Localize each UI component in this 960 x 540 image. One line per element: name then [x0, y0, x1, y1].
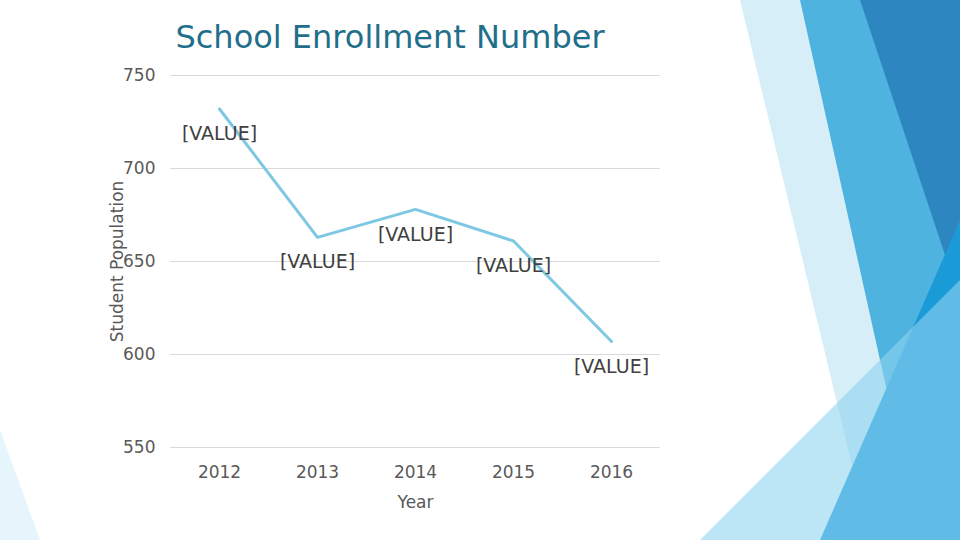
svg-text:2016: 2016	[590, 462, 633, 482]
svg-text:2015: 2015	[492, 462, 535, 482]
svg-text:550: 550	[123, 437, 155, 457]
svg-text:600: 600	[123, 344, 155, 364]
svg-text:[VALUE]: [VALUE]	[280, 250, 355, 272]
svg-text:650: 650	[123, 251, 155, 271]
svg-text:750: 750	[123, 65, 155, 85]
svg-text:700: 700	[123, 158, 155, 178]
svg-text:Year: Year	[397, 492, 434, 512]
svg-text:[VALUE]: [VALUE]	[378, 223, 453, 245]
svg-text:2014: 2014	[394, 462, 437, 482]
svg-text:[VALUE]: [VALUE]	[476, 254, 551, 276]
svg-text:2012: 2012	[198, 462, 241, 482]
svg-text:2013: 2013	[296, 462, 339, 482]
svg-text:[VALUE]: [VALUE]	[182, 122, 257, 144]
svg-text:Student Population: Student Population	[107, 181, 127, 343]
svg-text:[VALUE]: [VALUE]	[574, 355, 649, 377]
html-text:School Enrollment Number: School Enrollment Number	[175, 18, 605, 56]
